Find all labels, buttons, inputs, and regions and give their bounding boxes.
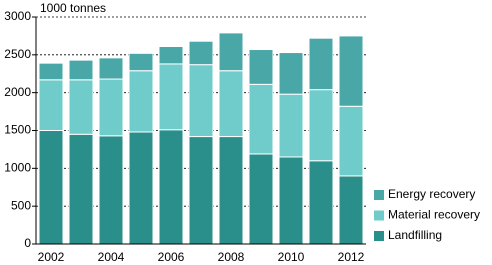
bar-segment [188,136,214,245]
bar-segment [158,129,184,245]
y-tick-label: 500 [11,198,31,212]
bar-segment [38,79,64,132]
bar-segment [338,105,364,177]
bar-segment [308,160,334,245]
bar-segment [68,79,94,135]
bar-segment [128,131,154,245]
bar-segment [98,57,124,80]
bar-segment [248,83,274,155]
bar-segment [218,70,244,138]
y-tick-label: 1500 [4,123,31,137]
x-tick-label: 2004 [98,250,125,264]
x-tick-label: 2010 [278,250,305,264]
bar-segment [68,59,94,81]
bar-segment [278,156,304,245]
y-tick-label: 3000 [4,9,31,23]
bar-segment [188,40,214,66]
x-tick-label: 2006 [158,250,185,264]
bar-segment [248,153,274,245]
y-axis-label: 1000 tonnes [40,1,106,15]
bar-segment [68,133,94,245]
bar-segment [278,52,304,95]
bar-segment [248,49,274,85]
y-tick-label: 0 [24,236,31,250]
y-tick-label: 1000 [4,161,31,175]
bar-segment [218,136,244,245]
bar-segment [128,52,154,72]
legend-swatch [374,231,384,241]
bar-segment [308,37,334,91]
legend-swatch [374,190,384,200]
legend-label: Energy recovery [388,187,475,201]
legend-swatch [374,210,384,221]
bar-segment [98,135,124,245]
x-tick-label: 2002 [38,250,65,264]
bar-segment [218,32,244,72]
bar-segment [158,63,184,131]
bar-segment [38,62,64,81]
bar-segment [158,46,184,65]
legend-label: Material recovery [388,208,480,222]
legend-label: Landfilling [388,228,442,242]
y-tick-label: 2000 [4,85,31,99]
bar-segment [128,70,154,133]
bar-segment [38,130,64,245]
bar-segment [308,89,334,162]
bar-segment [188,64,214,138]
bar-segment [338,175,364,245]
bar-segment [278,93,304,158]
y-tick-label: 2500 [4,47,31,61]
x-tick-label: 2008 [218,250,245,264]
bar-segment [98,78,124,137]
bar-segment [338,35,364,107]
x-tick-label: 2012 [338,250,365,264]
